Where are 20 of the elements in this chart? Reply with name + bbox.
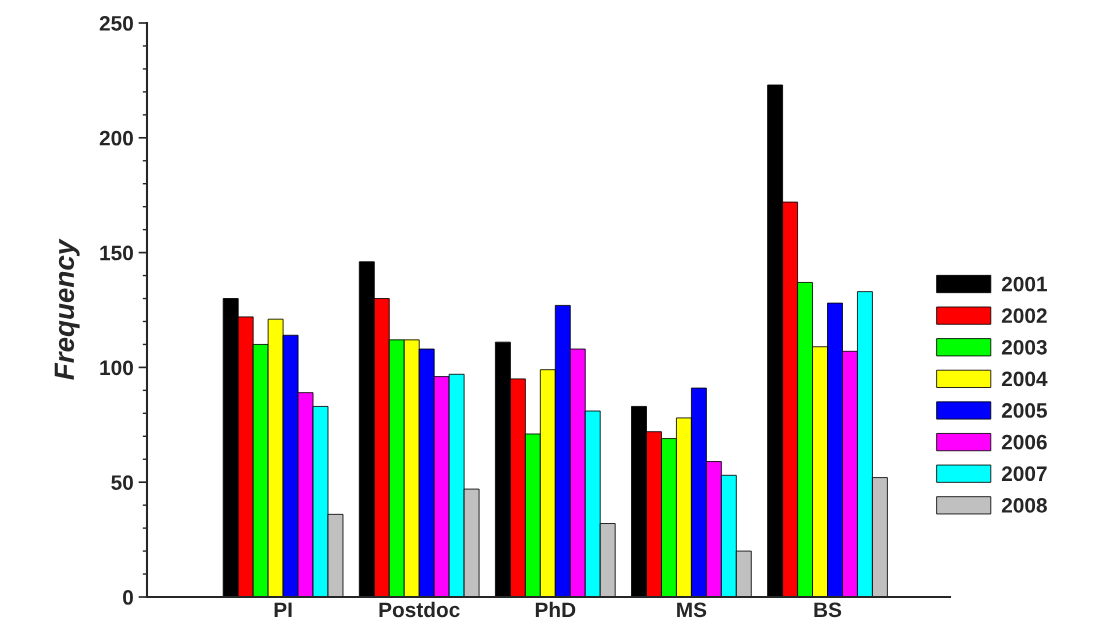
y-tick-label: 150 (100, 245, 133, 261)
legend-label: 2006 (1001, 434, 1047, 450)
y-tick-label: 250 (99, 16, 133, 31)
legend-label: 2008 (1001, 497, 1047, 513)
x-tick-label: Postdoc (379, 601, 460, 618)
legend-label: 2002 (1001, 308, 1047, 324)
x-tick-label: BS (814, 602, 842, 618)
x-tick-label: PI (274, 602, 292, 617)
y-tick-label: 200 (99, 130, 133, 146)
legend-label: 2005 (1001, 403, 1047, 418)
legend-label: 2007 (1001, 466, 1047, 482)
y-tick-label: 50 (111, 475, 133, 490)
legend-label: 2004 (1001, 371, 1048, 387)
legend-label: 2001 (1001, 276, 1047, 292)
y-tick-label: 100 (100, 360, 133, 376)
y-tick-label: 0 (123, 590, 133, 605)
x-tick-label: MS (677, 602, 707, 618)
x-tick-label: PhD (535, 601, 576, 617)
legend-label: 2003 (1001, 339, 1047, 355)
y-axis-title: Frequency (54, 238, 80, 380)
